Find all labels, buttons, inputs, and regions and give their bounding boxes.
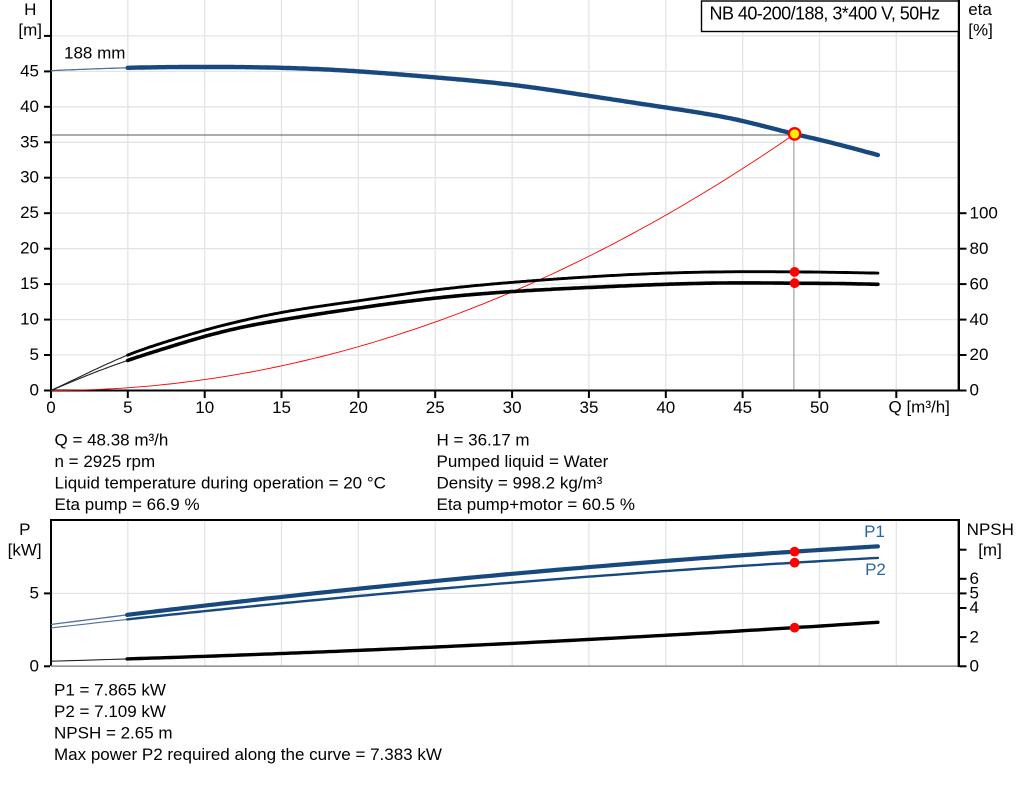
svg-text:n = 2925 rpm: n = 2925 rpm	[55, 452, 156, 471]
svg-text:0: 0	[30, 656, 39, 675]
svg-text:P2: P2	[865, 560, 886, 579]
svg-text:H: H	[24, 0, 36, 19]
svg-text:Pumped liquid = Water: Pumped liquid = Water	[437, 452, 609, 471]
svg-text:[m]: [m]	[978, 541, 1002, 560]
svg-text:4: 4	[970, 598, 979, 617]
svg-text:25: 25	[426, 398, 445, 417]
svg-text:0: 0	[30, 381, 39, 400]
svg-text:[%]: [%]	[968, 21, 993, 40]
svg-text:100: 100	[970, 203, 998, 222]
svg-text:45: 45	[20, 61, 39, 80]
svg-text:80: 80	[970, 239, 989, 258]
svg-text:10: 10	[195, 398, 214, 417]
svg-text:40: 40	[970, 310, 989, 329]
svg-text:15: 15	[272, 398, 291, 417]
svg-text:2: 2	[970, 627, 979, 646]
svg-text:5: 5	[30, 583, 39, 602]
svg-text:40: 40	[20, 97, 39, 116]
svg-text:25: 25	[20, 203, 39, 222]
svg-text:188 mm: 188 mm	[64, 43, 125, 62]
svg-text:Q [m³/h]: Q [m³/h]	[889, 398, 950, 417]
svg-text:5: 5	[30, 345, 39, 364]
svg-text:15: 15	[20, 274, 39, 293]
svg-text:P: P	[19, 520, 30, 539]
svg-text:10: 10	[20, 310, 39, 329]
svg-text:Density = 998.2 kg/m³: Density = 998.2 kg/m³	[437, 473, 603, 492]
svg-text:0: 0	[46, 398, 55, 417]
svg-text:Max power P2 required along th: Max power P2 required along the curve = …	[54, 745, 442, 764]
svg-text:H = 36.17 m: H = 36.17 m	[437, 430, 530, 449]
svg-text:P1: P1	[864, 522, 885, 541]
svg-text:30: 30	[20, 168, 39, 187]
svg-text:Eta pump+motor = 60.5 %: Eta pump+motor = 60.5 %	[437, 495, 635, 514]
svg-text:30: 30	[503, 398, 522, 417]
svg-text:[kW]: [kW]	[8, 541, 42, 560]
svg-text:5: 5	[123, 398, 132, 417]
svg-text:35: 35	[20, 132, 39, 151]
svg-text:NB 40-200/188, 3*400 V, 50Hz: NB 40-200/188, 3*400 V, 50Hz	[710, 3, 941, 23]
svg-text:20: 20	[970, 345, 989, 364]
svg-text:NPSH = 2.65 m: NPSH = 2.65 m	[54, 723, 173, 742]
svg-text:Liquid temperature during oper: Liquid temperature during operation = 20…	[55, 473, 386, 492]
svg-text:P1 = 7.865 kW: P1 = 7.865 kW	[54, 680, 166, 699]
svg-text:[m]: [m]	[18, 21, 42, 40]
svg-text:35: 35	[579, 398, 598, 417]
svg-text:NPSH: NPSH	[967, 520, 1014, 539]
svg-text:5: 5	[970, 584, 979, 603]
svg-text:0: 0	[970, 381, 979, 400]
svg-text:40: 40	[656, 398, 675, 417]
svg-text:0: 0	[970, 657, 979, 676]
svg-text:6: 6	[970, 569, 979, 588]
svg-text:50: 50	[810, 398, 829, 417]
svg-text:Q = 48.38 m³/h: Q = 48.38 m³/h	[55, 430, 169, 449]
svg-text:45: 45	[733, 398, 752, 417]
svg-text:eta: eta	[968, 0, 992, 19]
svg-text:Eta pump = 66.9 %: Eta pump = 66.9 %	[55, 495, 200, 514]
svg-text:20: 20	[20, 239, 39, 258]
svg-text:60: 60	[970, 274, 989, 293]
svg-text:P2 = 7.109 kW: P2 = 7.109 kW	[54, 702, 166, 721]
svg-text:20: 20	[349, 398, 368, 417]
